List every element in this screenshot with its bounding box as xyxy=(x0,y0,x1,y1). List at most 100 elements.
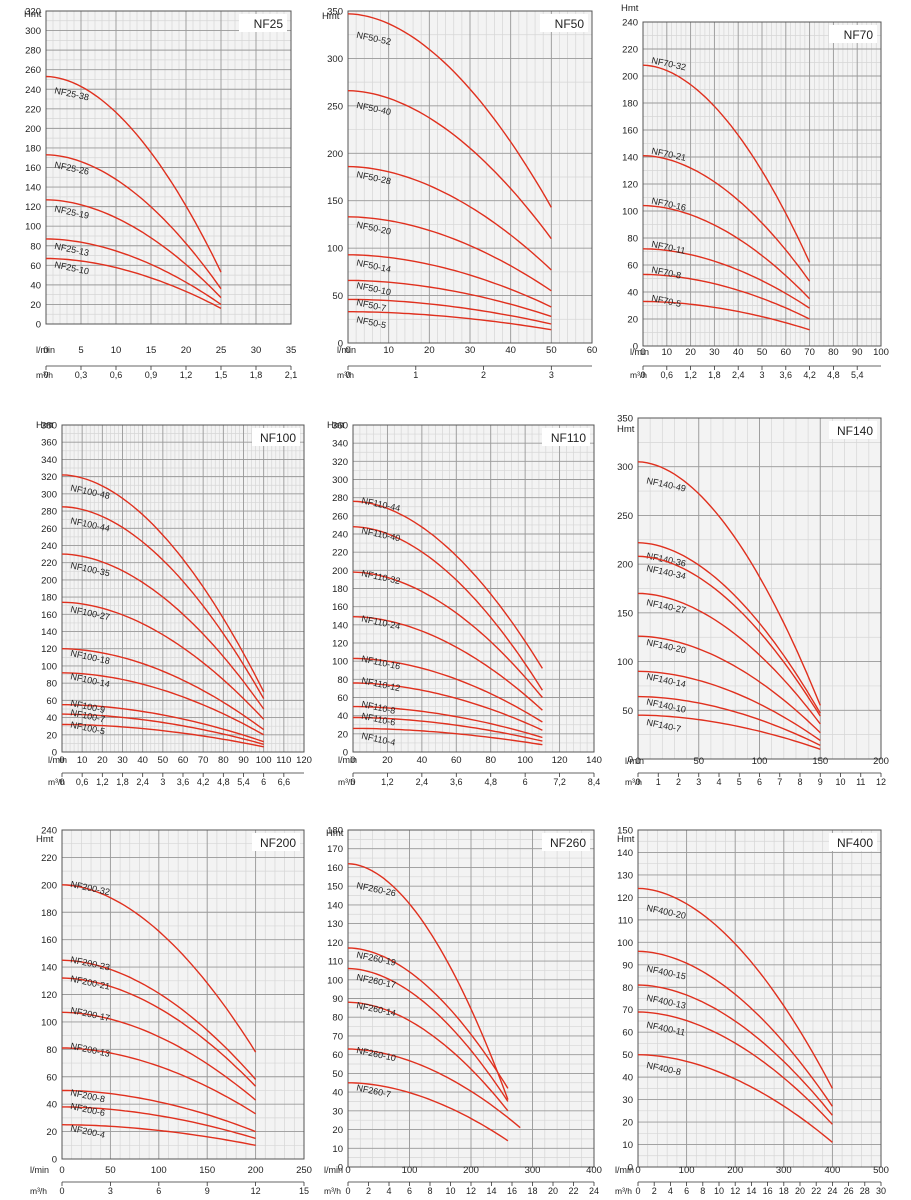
m3h-tick-label: 10 xyxy=(714,1186,724,1196)
curve-nf140-34 xyxy=(637,555,821,717)
y-tick-label: 60 xyxy=(337,693,348,704)
y-tick-label: 360 xyxy=(332,421,348,432)
chart-nf70: 020406080100120140160180200220240Hmtl/mi… xyxy=(621,3,889,380)
curve-nf50-20 xyxy=(347,216,552,292)
y-tick-label: 90 xyxy=(622,960,633,971)
x-axis-unit-lmin: l/min xyxy=(324,1165,343,1175)
m3h-tick-label: 6 xyxy=(757,777,762,787)
m3h-tick-label: 4,2 xyxy=(197,777,210,787)
x-axis-unit-m3h: m³/h xyxy=(324,1186,341,1196)
m3h-tick-label: 6 xyxy=(523,777,528,787)
curve-nf400-20 xyxy=(637,887,834,1089)
x-axis-unit-lmin: l/min xyxy=(337,345,356,355)
x-tick-label: 90 xyxy=(852,347,863,358)
m3h-tick-label: 20 xyxy=(795,1186,805,1196)
curve-nf110-6 xyxy=(353,716,543,742)
curve-nf50-14 xyxy=(348,254,552,308)
m3h-tick-label: 1,2 xyxy=(180,370,193,380)
y-tick-label: 160 xyxy=(41,610,57,621)
curve-nf100-14 xyxy=(61,672,265,736)
m3h-tick-label: 3,6 xyxy=(177,777,190,787)
curve-nf400-13 xyxy=(637,984,833,1116)
m3h-tick-label: 6 xyxy=(156,1186,161,1196)
m3h-tick-label: 7 xyxy=(777,777,782,787)
y-tick-label: 140 xyxy=(622,153,638,164)
x-tick-label: 70 xyxy=(804,347,815,358)
chart-nf100: 0204060801001201401601802002202402602803… xyxy=(36,420,312,787)
y-tick-label: 0 xyxy=(338,339,343,350)
y-tick-label: 130 xyxy=(617,870,633,881)
title-box xyxy=(252,428,300,446)
x-tick-label: 150 xyxy=(812,756,828,767)
m3h-tick-label: 4,8 xyxy=(217,777,230,787)
m3h-tick-label: 3,6 xyxy=(450,777,463,787)
y-tick-label: 40 xyxy=(30,280,41,291)
curve-nf25-38 xyxy=(45,75,222,273)
m3h-tick-label: 0 xyxy=(345,1186,350,1196)
x-tick-label: 20 xyxy=(97,755,108,766)
x-tick-label: 400 xyxy=(824,1165,840,1176)
y-tick-label: 350 xyxy=(327,7,343,18)
plot-frame xyxy=(637,417,882,760)
y-tick-label: 170 xyxy=(327,844,343,855)
chart-nf25: 0204060801001201401601802002202402602803… xyxy=(24,7,297,381)
m3h-tick-label: 0 xyxy=(43,370,48,380)
x-tick-label: 40 xyxy=(137,755,148,766)
y-tick-label: 250 xyxy=(617,511,633,522)
x-tick-label: 110 xyxy=(276,755,291,766)
y-tick-label: 340 xyxy=(332,439,348,450)
m3h-tick-label: 0 xyxy=(350,777,355,787)
y-tick-label: 160 xyxy=(622,126,638,137)
m3h-tick-label: 4,8 xyxy=(484,777,497,787)
x-tick-label: 50 xyxy=(158,755,169,766)
curve-nf50-40 xyxy=(347,90,552,240)
y-tick-label: 40 xyxy=(332,1088,343,1099)
y-tick-label: 100 xyxy=(327,244,343,255)
m3h-tick-label: 24 xyxy=(589,1186,599,1196)
y-tick-label: 40 xyxy=(622,1073,633,1084)
curve-nf400-8 xyxy=(637,1054,833,1143)
y-tick-label: 260 xyxy=(25,65,41,76)
y-axis-label: Hmt xyxy=(322,11,340,22)
curve-nf70-11 xyxy=(642,248,810,309)
m3h-tick-label: 8 xyxy=(797,777,802,787)
x-tick-label: 50 xyxy=(757,347,768,358)
x-axis-unit-lmin: l/min xyxy=(48,755,67,765)
x-tick-label: 200 xyxy=(727,1165,743,1176)
y-tick-label: 10 xyxy=(332,1144,343,1155)
y-tick-label: 70 xyxy=(622,1005,633,1016)
curve-nf400-15 xyxy=(637,950,833,1107)
x-tick-label: 30 xyxy=(709,347,720,358)
x-tick-label: 0 xyxy=(345,1165,350,1176)
m3h-tick-label: 0,3 xyxy=(75,370,88,380)
m3h-tick-label: 0,6 xyxy=(76,777,89,787)
y-tick-label: 120 xyxy=(622,180,638,191)
title-box xyxy=(542,428,590,446)
y-tick-label: 200 xyxy=(332,566,348,577)
m3h-tick-label: 7,2 xyxy=(553,777,566,787)
x-tick-label: 100 xyxy=(752,756,768,767)
y-tick-label: 120 xyxy=(332,639,348,650)
plot-frame xyxy=(61,829,305,1160)
curve-nf25-10 xyxy=(46,257,222,310)
y-tick-label: 80 xyxy=(46,1045,57,1056)
y-tick-label: 240 xyxy=(622,18,638,29)
y-tick-label: 120 xyxy=(617,893,633,904)
y-tick-label: 180 xyxy=(622,99,638,110)
x-tick-label: 80 xyxy=(485,755,496,766)
y-tick-label: 20 xyxy=(627,315,638,326)
curve-nf200-8 xyxy=(62,1089,256,1133)
y-tick-label: 200 xyxy=(41,880,57,891)
m3h-tick-label: 9 xyxy=(205,1186,210,1196)
x-tick-label: 60 xyxy=(451,755,462,766)
y-tick-label: 40 xyxy=(46,713,57,724)
curve-nf100-18 xyxy=(61,648,265,731)
x-tick-label: 70 xyxy=(198,755,209,766)
y-tick-label: 240 xyxy=(41,826,57,837)
y-tick-label: 120 xyxy=(41,644,57,655)
m3h-tick-label: 15 xyxy=(299,1186,309,1196)
m3h-tick-label: 1,5 xyxy=(215,370,228,380)
x-tick-label: 20 xyxy=(685,347,696,358)
y-tick-label: 110 xyxy=(328,957,343,968)
